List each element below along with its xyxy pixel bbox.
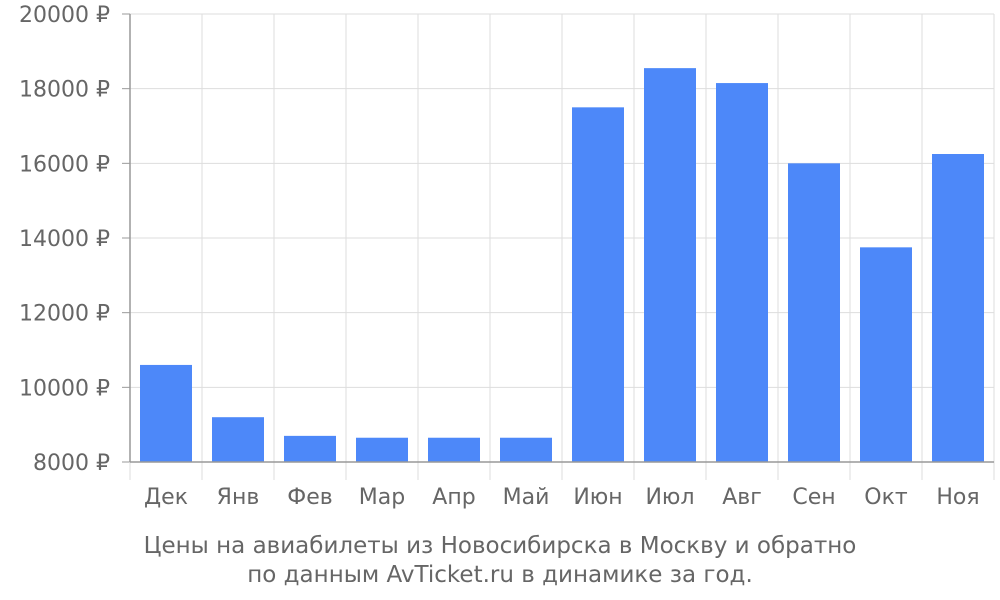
bar-Авг bbox=[716, 83, 768, 463]
x-tick-label: Мар bbox=[359, 485, 405, 510]
y-tick-label: 12000 ₽ bbox=[19, 302, 110, 327]
bar-Май bbox=[500, 437, 552, 462]
x-tick-label: Авг bbox=[722, 485, 762, 510]
x-tick-label: Апр bbox=[432, 485, 475, 510]
bar-Дек bbox=[140, 364, 192, 462]
y-tick-label: 10000 ₽ bbox=[19, 376, 110, 401]
bar-Июл bbox=[644, 68, 696, 462]
bar-Июн bbox=[572, 107, 624, 462]
y-tick-label: 16000 ₽ bbox=[19, 152, 110, 177]
bar-Фев bbox=[284, 435, 336, 462]
x-tick-label: Фев bbox=[287, 485, 332, 510]
bar-Ноя bbox=[932, 154, 984, 462]
y-tick-label: 14000 ₽ bbox=[19, 227, 110, 252]
bar-Сен bbox=[788, 163, 840, 463]
y-tick-label: 20000 ₽ bbox=[19, 3, 110, 28]
x-tick-label: Июн bbox=[573, 485, 622, 510]
bar-chart: 8000 ₽ 10000 ₽ 12000 ₽ 14000 ₽ 16000 ₽ 18000 … bbox=[19, 3, 995, 510]
x-tick-label: Окт bbox=[864, 485, 908, 510]
chart-caption-line-1: Цены на авиабилеты из Новосибирска в Мос… bbox=[143, 533, 857, 559]
y-tick-label: 8000 ₽ bbox=[33, 451, 110, 476]
x-tick-label: Сен bbox=[792, 485, 835, 510]
bar-Мар bbox=[356, 437, 408, 462]
chart-caption-line-2: по данным AvTicket.ru в динамике за год. bbox=[247, 562, 753, 588]
x-tick-label: Дек bbox=[144, 485, 188, 510]
x-tick-label: Ноя bbox=[936, 485, 979, 510]
x-tick-label: Май bbox=[503, 485, 550, 510]
bar-Окт bbox=[860, 247, 912, 462]
bar-Апр bbox=[428, 437, 480, 462]
x-tick-label: Янв bbox=[217, 485, 260, 510]
y-tick-label: 18000 ₽ bbox=[19, 78, 110, 103]
bar-Янв bbox=[212, 417, 264, 462]
x-tick-label: Июл bbox=[645, 485, 694, 510]
